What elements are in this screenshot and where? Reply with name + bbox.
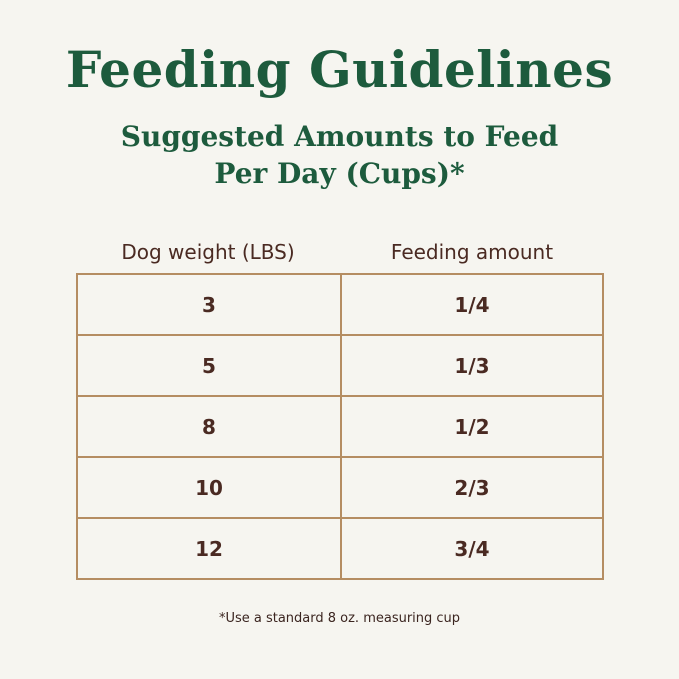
table-row: 3 1/4 bbox=[76, 273, 604, 336]
column-header: Dog weight (LBS) bbox=[121, 240, 295, 264]
table-cell: 2/3 bbox=[340, 456, 604, 519]
table-cell: 1/3 bbox=[340, 334, 604, 397]
column-header: Feeding amount bbox=[390, 240, 554, 264]
table-cell: 12 bbox=[76, 517, 342, 580]
table-row: 5 1/3 bbox=[76, 334, 604, 397]
table-cell: 3/4 bbox=[340, 517, 604, 580]
subtitle-line: Per Day (Cups)* bbox=[214, 157, 465, 190]
feeding-table: 3 1/4 5 1/3 8 1/2 10 2/3 12 3/4 bbox=[76, 273, 604, 580]
table-row: 12 3/4 bbox=[76, 517, 604, 580]
table-cell: 8 bbox=[76, 395, 342, 458]
footnote: *Use a standard 8 oz. measuring cup bbox=[218, 611, 461, 626]
table-row: 8 1/2 bbox=[76, 395, 604, 458]
table-cell: 3 bbox=[76, 273, 342, 336]
subtitle-line: Suggested Amounts to Feed bbox=[120, 120, 559, 153]
table-cell: 10 bbox=[76, 456, 342, 519]
table-cell: 1/2 bbox=[340, 395, 604, 458]
title: Feeding Guidelines bbox=[65, 40, 614, 99]
table-row: 10 2/3 bbox=[76, 456, 604, 519]
table-cell: 5 bbox=[76, 334, 342, 397]
table-cell: 1/4 bbox=[340, 273, 604, 336]
